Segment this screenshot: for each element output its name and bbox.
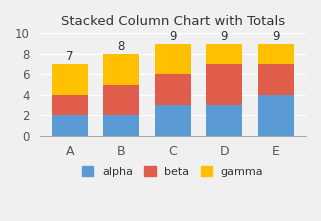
Bar bbox=[52, 115, 88, 136]
Bar bbox=[155, 44, 191, 74]
Bar bbox=[52, 95, 88, 115]
Bar bbox=[155, 74, 191, 105]
Bar bbox=[206, 64, 242, 105]
Title: Stacked Column Chart with Totals: Stacked Column Chart with Totals bbox=[61, 15, 285, 28]
Bar bbox=[155, 105, 191, 136]
Bar bbox=[103, 84, 139, 115]
Bar bbox=[52, 64, 88, 95]
Text: 9: 9 bbox=[169, 30, 177, 43]
Legend: alpha, beta, gamma: alpha, beta, gamma bbox=[78, 162, 268, 181]
Bar bbox=[258, 95, 294, 136]
Bar bbox=[206, 44, 242, 64]
Bar bbox=[258, 64, 294, 95]
Bar bbox=[206, 105, 242, 136]
Text: 8: 8 bbox=[117, 40, 125, 53]
Text: 9: 9 bbox=[272, 30, 280, 43]
Bar bbox=[258, 44, 294, 64]
Text: 9: 9 bbox=[221, 30, 228, 43]
Text: 7: 7 bbox=[66, 50, 74, 63]
Bar bbox=[103, 54, 139, 84]
Bar bbox=[103, 115, 139, 136]
